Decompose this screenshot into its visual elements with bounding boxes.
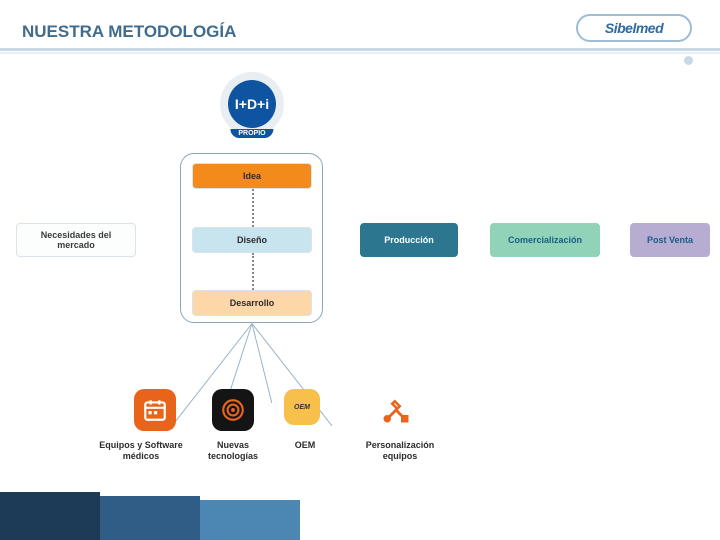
stage-comercializacion: Comercialización	[490, 223, 600, 257]
icon-oem: OEM	[284, 389, 320, 425]
icon-equipos	[134, 389, 176, 431]
fan-lines	[252, 323, 253, 324]
slide: NUESTRA METODOLOGÍA Sibelmed I+D+i PROPI…	[0, 0, 720, 540]
idi-badge-text: I+D+i	[235, 96, 269, 112]
idi-badge: I+D+i PROPIO	[220, 72, 284, 136]
page-title: NUESTRA METODOLOGÍA	[22, 22, 236, 42]
icon-label-oem: OEM	[280, 440, 330, 451]
icon-personalizacion	[375, 389, 417, 431]
footer-bar-0	[0, 492, 100, 540]
icon-nuevas	[212, 389, 254, 431]
stage-necesidades: Necesidades del mercado	[16, 223, 136, 257]
stage-diseno: Diseño	[192, 227, 312, 253]
dotted-connector-1	[252, 253, 254, 290]
idi-badge-banner: PROPIO	[230, 129, 273, 138]
footer-bar-2	[200, 500, 300, 540]
header-dot	[684, 56, 693, 65]
stage-idea: Idea	[192, 163, 312, 189]
header-rule-1	[0, 48, 720, 51]
dotted-connector-0	[252, 189, 254, 227]
header-rule-2	[0, 52, 720, 54]
stage-postventa: Post Venta	[630, 223, 710, 257]
icon-label-nuevas: Nuevas tecnologías	[183, 440, 283, 462]
brand-logo-text: Sibelmed	[605, 20, 663, 36]
brand-logo: Sibelmed	[576, 14, 692, 42]
stage-desarrollo: Desarrollo	[192, 290, 312, 316]
stage-produccion: Producción	[360, 223, 458, 257]
footer-bar-1	[100, 496, 200, 540]
icon-label-personalizacion: Personalización equipos	[340, 440, 460, 462]
idi-badge-inner: I+D+i PROPIO	[228, 80, 276, 128]
